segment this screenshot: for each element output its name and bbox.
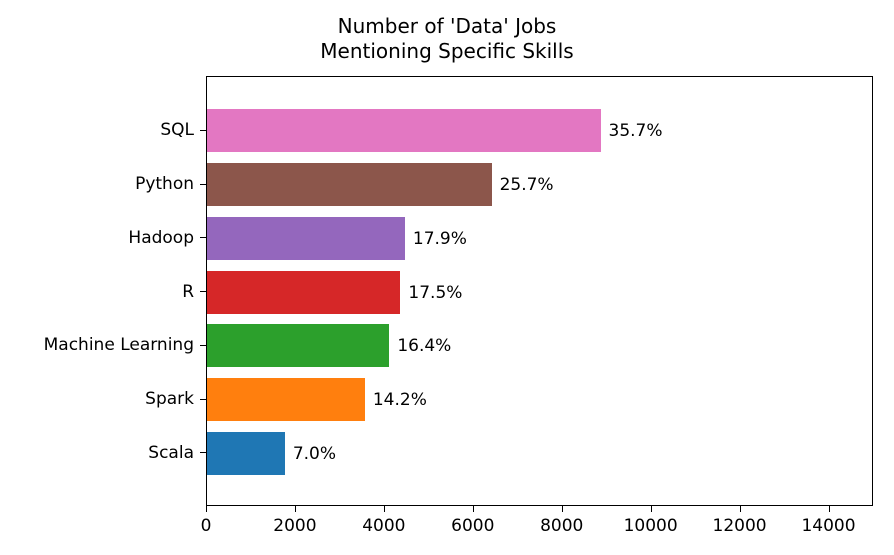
bar-percent-label: 25.7%: [500, 175, 554, 195]
x-axis-tick: [295, 506, 296, 512]
bar: [207, 378, 365, 421]
x-axis-tick: [562, 506, 563, 512]
x-axis-tick: [829, 506, 830, 512]
y-axis-label: Machine Learning: [44, 335, 194, 355]
bar: [207, 217, 405, 260]
y-axis-tick: [200, 291, 206, 292]
x-axis-tick: [651, 506, 652, 512]
y-axis-label: Spark: [145, 389, 194, 409]
y-axis-label: SQL: [160, 120, 194, 140]
bar-percent-label: 16.4%: [397, 336, 451, 356]
x-axis-tick: [206, 506, 207, 512]
bar-percent-label: 17.5%: [408, 283, 462, 303]
x-axis-label: 8000: [540, 516, 583, 536]
bar-percent-label: 35.7%: [609, 121, 663, 141]
x-axis-label: 12000: [713, 516, 767, 536]
y-axis-label: Scala: [148, 443, 194, 463]
y-axis-tick: [200, 130, 206, 131]
x-axis-tick: [384, 506, 385, 512]
bar-percent-label: 17.9%: [413, 229, 467, 249]
x-axis-label: 2000: [273, 516, 316, 536]
bar: [207, 271, 400, 314]
x-axis-tick: [473, 506, 474, 512]
x-axis-tick: [740, 506, 741, 512]
y-axis-label: R: [182, 282, 194, 302]
y-axis-tick: [200, 345, 206, 346]
bar-percent-label: 7.0%: [293, 444, 336, 464]
y-axis-tick: [200, 452, 206, 453]
y-axis-label: Python: [135, 174, 194, 194]
x-axis-label: 4000: [362, 516, 405, 536]
y-axis-tick: [200, 237, 206, 238]
plot-area: 35.7% 25.7% 17.9% 17.5% 16.4% 14.2% 7.0%: [206, 76, 873, 506]
x-axis-label: 6000: [451, 516, 494, 536]
bar: [207, 163, 492, 206]
x-axis-label: 14000: [801, 516, 855, 536]
y-axis-tick: [200, 399, 206, 400]
chart-title: Number of 'Data' Jobs Mentioning Specifi…: [0, 14, 894, 64]
x-axis-label: 10000: [624, 516, 678, 536]
bar-percent-label: 14.2%: [373, 390, 427, 410]
y-axis-label: Hadoop: [128, 228, 194, 248]
chart-container: Number of 'Data' Jobs Mentioning Specifi…: [0, 0, 894, 555]
y-axis-tick: [200, 184, 206, 185]
x-axis-label: 0: [201, 516, 212, 536]
bar: [207, 432, 285, 475]
bar: [207, 109, 601, 152]
bar: [207, 324, 389, 367]
